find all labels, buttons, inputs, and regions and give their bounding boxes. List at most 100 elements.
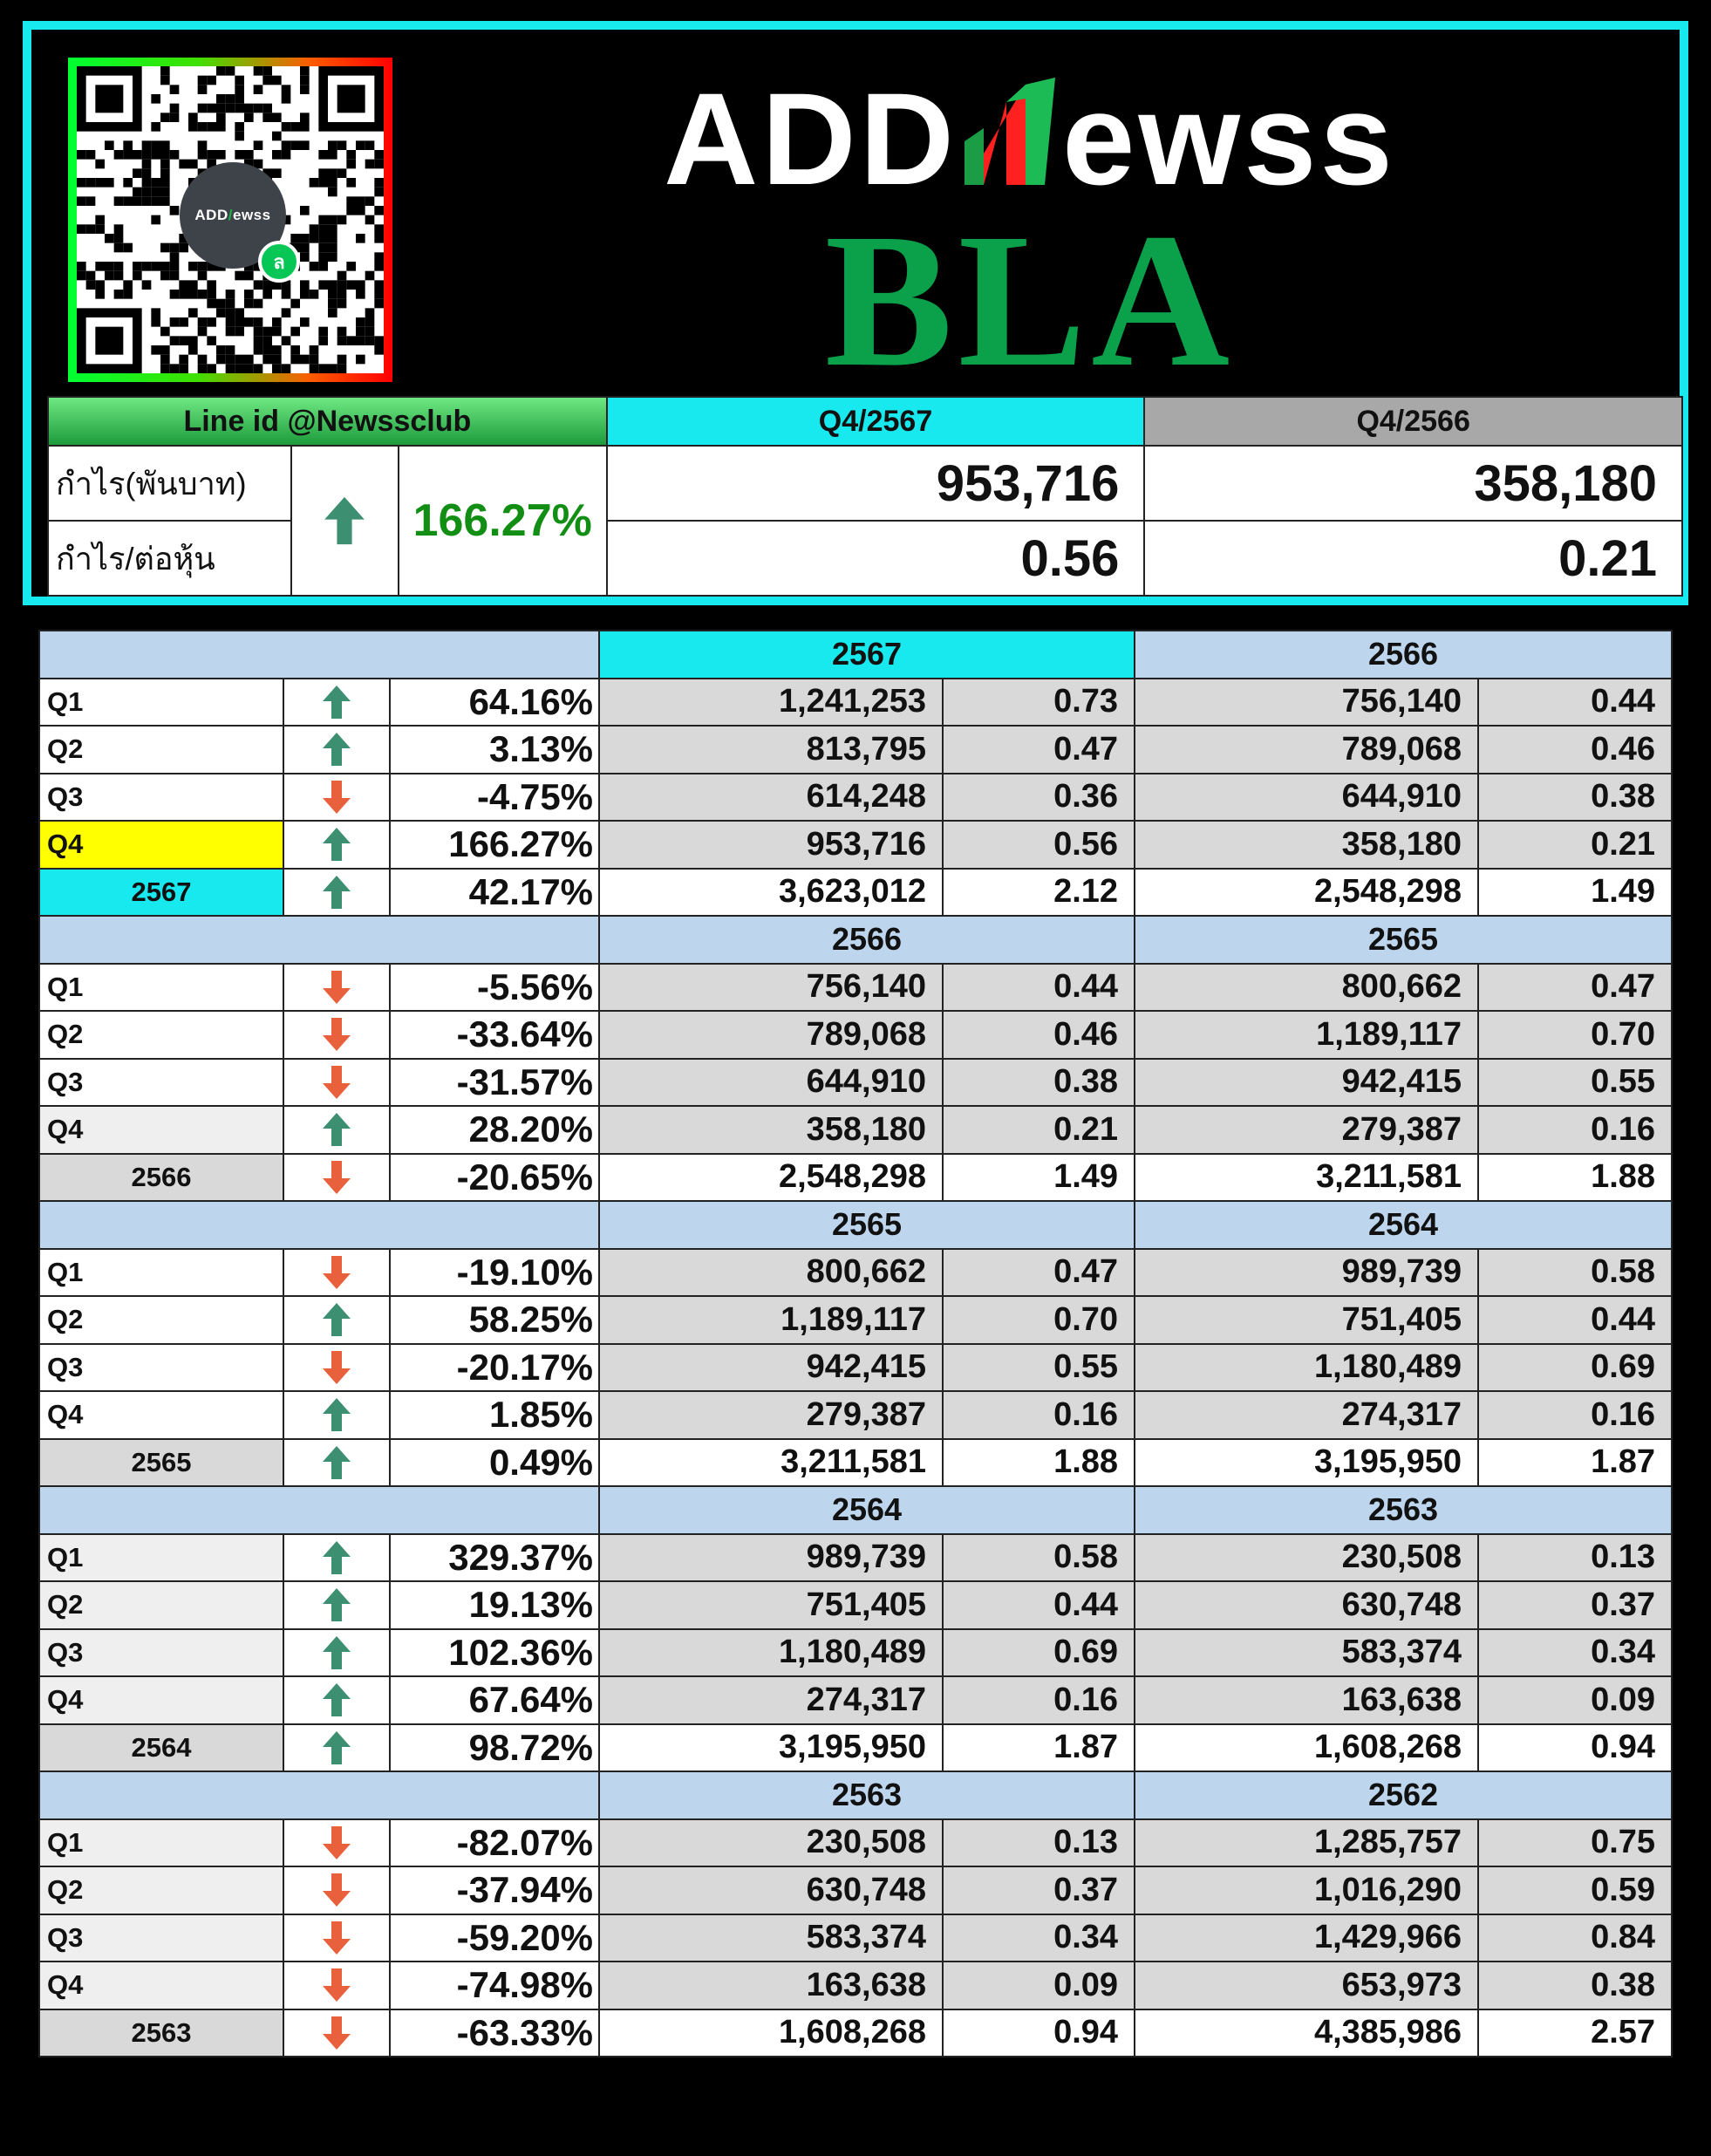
- arrow-down-icon: [283, 1818, 391, 1867]
- line-id-label[interactable]: Line id @Newssclub: [47, 396, 608, 447]
- arrow-down-icon: [283, 1247, 391, 1297]
- quarter-row: Q2 19.13% 751,405 0.44 630,748 0.37: [38, 1580, 1674, 1630]
- profit-current: 279,387: [598, 1390, 944, 1440]
- section-header-blank: [37, 1485, 601, 1535]
- annual-total-row: 2565 0.49% 3,211,581 1.88 3,195,950 1.87: [38, 1437, 1674, 1487]
- annual-label: 2567: [38, 867, 284, 917]
- eps-current: 0.13: [942, 1818, 1136, 1867]
- profit-previous: 163,638: [1134, 1675, 1480, 1725]
- section-year-previous: 2565: [1134, 915, 1674, 965]
- change-pct: 19.13%: [388, 1580, 601, 1630]
- change-pct: -82.07%: [388, 1818, 601, 1867]
- profit-current: 630,748: [598, 1866, 944, 1915]
- quarter-row: Q1 64.16% 1,241,253 0.73 756,140 0.44: [38, 677, 1674, 727]
- eps-previous: 0.59: [1477, 1866, 1674, 1915]
- section-year-previous: 2566: [1134, 630, 1674, 679]
- eps-current: 0.55: [942, 1342, 1136, 1392]
- quarter-label: Q1: [38, 1818, 284, 1867]
- section-header-row: 2563 2562: [37, 1771, 1674, 1820]
- quarter-row: Q2 3.13% 813,795 0.47 789,068 0.46: [38, 725, 1674, 774]
- profit-previous: 644,910: [1134, 772, 1480, 822]
- change-pct: -19.10%: [388, 1247, 601, 1297]
- change-pct: 58.25%: [388, 1295, 601, 1345]
- profit-previous: 653,973: [1134, 1961, 1480, 2010]
- arrow-up-icon: [283, 725, 391, 774]
- quarter-label: Q1: [38, 677, 284, 727]
- qr-badge-text-right: ewss: [232, 207, 271, 223]
- profit-previous: 2,548,298: [1134, 867, 1480, 917]
- profit-current: 1,180,489: [598, 1627, 944, 1677]
- quarter-row: Q1 -5.56% 756,140 0.44 800,662 0.47: [38, 962, 1674, 1012]
- section-year-current: 2567: [598, 630, 1136, 679]
- quarter-label: Q4: [38, 1675, 284, 1725]
- profit-current: 751,405: [598, 1580, 944, 1630]
- arrow-down-icon: [283, 1057, 391, 1107]
- eps-current: 1.87: [942, 1723, 1136, 1772]
- profit-current: 583,374: [598, 1913, 944, 1962]
- eps-current: 0.44: [942, 962, 1136, 1012]
- profit-current: 614,248: [598, 772, 944, 822]
- profit-previous: 789,068: [1134, 725, 1480, 774]
- quarter-label: Q3: [38, 1913, 284, 1962]
- profit-previous: 1,189,117: [1134, 1010, 1480, 1060]
- change-pct: 28.20%: [388, 1105, 601, 1155]
- profit-current: 3,195,950: [598, 1723, 944, 1772]
- eps-previous: 0.09: [1477, 1675, 1674, 1725]
- profit-current: 800,662: [598, 1247, 944, 1297]
- arrow-up-icon: [283, 1295, 391, 1345]
- quarter-label: Q2: [38, 1295, 284, 1345]
- logo-text-right: ewss: [1062, 65, 1396, 212]
- qr-code-frame: ADD / ewss ล: [68, 58, 392, 382]
- quarter-row: Q4 28.20% 358,180 0.21 279,387 0.16: [38, 1105, 1674, 1155]
- qr-code[interactable]: ADD / ewss ล: [77, 66, 384, 373]
- stock-ticker: BLA: [824, 194, 1236, 406]
- eps-current: 0.70: [942, 1295, 1136, 1345]
- change-pct: 98.72%: [388, 1723, 601, 1772]
- eps-previous: 0.47: [1477, 962, 1674, 1012]
- change-pct: -74.98%: [388, 1961, 601, 2010]
- quarter-row: Q1 -82.07% 230,508 0.13 1,285,757 0.75: [38, 1818, 1674, 1867]
- quarter-row: Q1 329.37% 989,739 0.58 230,508 0.13: [38, 1532, 1674, 1582]
- arrow-down-icon: [283, 1010, 391, 1060]
- quarter-row: Q3 -4.75% 614,248 0.36 644,910 0.38: [38, 772, 1674, 822]
- annual-total-row: 2564 98.72% 3,195,950 1.87 1,608,268 0.94: [38, 1723, 1674, 1772]
- eps-previous: 0.94: [1477, 1723, 1674, 1772]
- profit-previous: 1,180,489: [1134, 1342, 1480, 1392]
- section-year-current: 2565: [598, 1200, 1136, 1250]
- profit-previous: 3,195,950: [1134, 1437, 1480, 1487]
- profit-current: 644,910: [598, 1057, 944, 1107]
- arrow-down-icon: [283, 1342, 391, 1392]
- quarter-label: Q4: [38, 1390, 284, 1440]
- eps-current: 2.12: [942, 867, 1136, 917]
- profit-previous: 756,140: [1134, 677, 1480, 727]
- arrow-down-icon: [283, 2008, 391, 2057]
- quarter-row: Q2 -33.64% 789,068 0.46 1,189,117 0.70: [38, 1010, 1674, 1060]
- arrow-down-icon: [283, 1152, 391, 1202]
- profit-current: 2,548,298: [598, 1152, 944, 1202]
- quarter-label: Q3: [38, 1057, 284, 1107]
- eps-current: 0.09: [942, 1961, 1136, 2010]
- eps-current: 0.73: [942, 677, 1136, 727]
- section-year-previous: 2563: [1134, 1485, 1674, 1535]
- eps-current: 0.16: [942, 1675, 1136, 1725]
- quarter-row: Q3 -59.20% 583,374 0.34 1,429,966 0.84: [38, 1913, 1674, 1962]
- arrow-up-icon: [283, 867, 391, 917]
- arrow-up-icon: [283, 1105, 391, 1155]
- eps-current: 0.56: [942, 820, 1136, 870]
- change-pct: 1.85%: [388, 1390, 601, 1440]
- qr-badge-text-left: ADD: [194, 207, 228, 223]
- eps-current: 0.16: [942, 1390, 1136, 1440]
- eps-previous: 0.38: [1477, 1961, 1674, 2010]
- section-header-blank: [37, 915, 601, 965]
- eps-previous: 0.21: [1477, 820, 1674, 870]
- summary-period-previous: Q4/2566: [1143, 396, 1683, 447]
- eps-current: 0.46: [942, 1010, 1136, 1060]
- change-pct: -37.94%: [388, 1866, 601, 1915]
- eps-label: กำไร/ต่อหุ้น: [46, 520, 293, 597]
- eps-current: 0.47: [942, 1247, 1136, 1297]
- eps-previous: 0.16: [1477, 1390, 1674, 1440]
- quarter-label: Q1: [38, 962, 284, 1012]
- change-pct: 166.27%: [388, 820, 601, 870]
- arrow-up-icon: [283, 1437, 391, 1487]
- arrow-up-icon: [283, 1723, 391, 1772]
